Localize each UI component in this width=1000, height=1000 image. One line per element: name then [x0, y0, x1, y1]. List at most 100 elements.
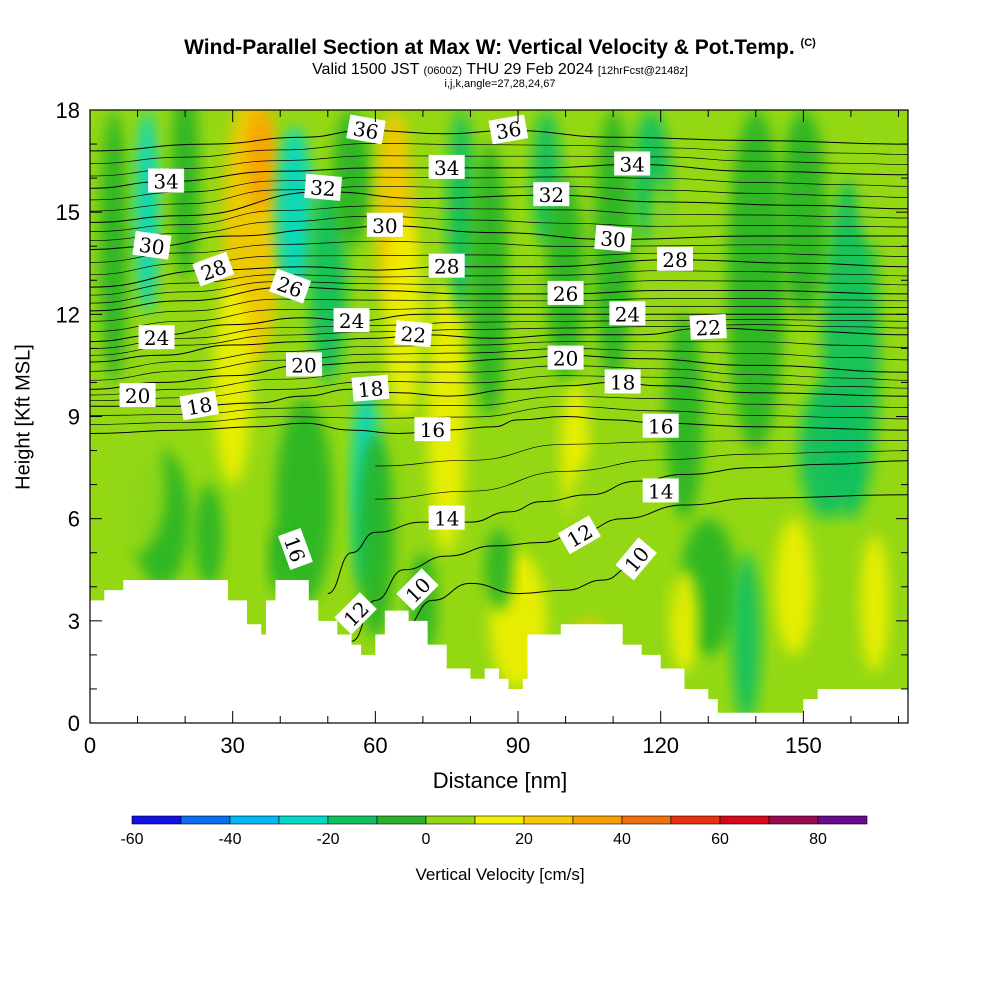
- contour-label-box: [346, 114, 386, 145]
- contour-label-20-22: 20: [547, 345, 584, 371]
- colorbar-tick-label: 80: [809, 831, 827, 848]
- contour-label-text: 20: [553, 347, 578, 371]
- velocity-shading-5: [213, 280, 252, 485]
- contour-label-text: 14: [648, 479, 673, 503]
- contour-label-34-2: 34: [148, 168, 185, 194]
- isentrope-minor-20-0.66: [90, 341, 908, 372]
- colorbar-swatch--30: [278, 815, 329, 825]
- contour-label-text: 22: [695, 315, 722, 340]
- contour-label-box: [414, 417, 451, 442]
- isentrope-minor-18-0.33: [90, 375, 908, 402]
- contour-label-box: [689, 314, 727, 340]
- y-tick-label: 6: [68, 507, 80, 532]
- colorbar-swatch--50: [180, 815, 231, 825]
- colorbar-label: Vertical Velocity [cm/s]: [415, 865, 585, 884]
- contour-label-box: [179, 390, 220, 421]
- isentrope-22: [90, 327, 908, 363]
- isentrope-18: [90, 381, 908, 407]
- contour-label-text: 30: [599, 226, 626, 252]
- contour-label-16-26: 16: [414, 417, 451, 442]
- contour-label-text: 16: [420, 418, 445, 442]
- contour-label-18-25: 18: [604, 369, 641, 394]
- contour-label-text: 24: [144, 326, 169, 350]
- contour-label-box: [334, 592, 377, 635]
- contour-label-32-5: 32: [304, 173, 343, 201]
- colorbar: -60 -40 -20 0 20 40 60 80: [120, 815, 868, 848]
- contour-label-box: [269, 268, 312, 304]
- contour-label-18-24: 18: [351, 374, 390, 402]
- contour-label-box: [286, 352, 323, 377]
- contour-label-30-9: 30: [594, 224, 633, 252]
- title-note: (C): [800, 37, 816, 49]
- x-tick-label: 30: [220, 733, 244, 758]
- contour-label-box: [119, 383, 156, 408]
- colorbar-tick-label: -20: [316, 831, 339, 848]
- isentrope-minor-16-0.66: [90, 395, 908, 416]
- isentrope-28: [90, 259, 908, 288]
- contour-label-box: [557, 515, 601, 555]
- isentrope-36: [90, 129, 908, 152]
- isentrope-minor-34-0.33: [90, 155, 908, 177]
- isentrope-minor-22-0.33: [90, 324, 908, 356]
- contour-label-22-18: 22: [394, 320, 433, 348]
- contour-label-text: 20: [291, 353, 316, 377]
- contour-label-24-15: 24: [138, 325, 175, 350]
- velocity-shading-43: [194, 484, 224, 587]
- isentrope-30: [90, 225, 908, 251]
- contour-label-14-30: 14: [642, 478, 679, 503]
- potential-temperature-contours: [90, 129, 908, 663]
- contour-label-text: 20: [125, 384, 150, 408]
- contour-label-text: 34: [434, 156, 459, 180]
- isentrope-minor-14-0.33: [375, 450, 908, 500]
- terrain-mask: [90, 579, 908, 723]
- contour-label-text: 28: [434, 255, 459, 279]
- velocity-shading-30: [109, 416, 167, 553]
- colorbar-swatch-70: [768, 815, 819, 825]
- isentrope-minor-14-0.66: [375, 440, 908, 467]
- contour-label-box: [396, 568, 439, 611]
- colorbar-swatch--10: [376, 815, 427, 825]
- terrain: [90, 579, 908, 723]
- velocity-shading-23: [665, 314, 704, 519]
- velocity-shading-8: [332, 110, 371, 247]
- contour-label-box: [351, 374, 390, 402]
- contour-label-box: [304, 173, 343, 201]
- contour-label-box: [148, 168, 185, 193]
- isentrope-minor-26-0.33: [90, 280, 908, 304]
- contour-label-30-8: 30: [366, 212, 403, 238]
- velocity-shading-18: [546, 178, 585, 383]
- colorbar-tick-label: 0: [422, 831, 431, 848]
- contour-label-28-12: 28: [656, 246, 693, 272]
- contour-label-box: [278, 527, 313, 570]
- colorbar-swatch-40: [621, 815, 672, 825]
- contour-label-30-7: 30: [132, 230, 172, 260]
- contour-label-text: 16: [648, 415, 673, 439]
- contour-label-box: [192, 251, 235, 287]
- isentrope-minor-30-0.33: [90, 215, 908, 241]
- colorbar-swatch-50: [670, 815, 721, 825]
- y-tick-label: 3: [68, 609, 80, 634]
- contour-label-text: 28: [662, 248, 687, 272]
- contour-label-box: [604, 369, 641, 394]
- contour-label-box: [642, 478, 679, 503]
- colorbar-swatch--20: [327, 815, 378, 825]
- velocity-shading-27: [855, 110, 894, 247]
- velocity-shading-41: [484, 528, 514, 611]
- isentrope-minor-26-0.66: [90, 270, 908, 296]
- velocity-shading-13: [427, 280, 466, 553]
- chart-title: Wind-Parallel Section at Max W: Vertical…: [184, 36, 816, 59]
- colorbar-swatch-30: [572, 815, 623, 825]
- velocity-shading-6: [275, 127, 314, 298]
- contour-label-20-20: 20: [119, 383, 156, 408]
- contour-label-20-21: 20: [286, 352, 323, 377]
- x-axis-label: Distance [nm]: [432, 768, 568, 793]
- contour-label-22-19: 22: [689, 314, 727, 341]
- contour-label-text: 30: [138, 233, 167, 260]
- contour-label-text: 34: [619, 152, 644, 176]
- isentrope-16: [90, 415, 908, 435]
- contour-label-box: [615, 537, 657, 581]
- isentrope-minor-32-0.66: [90, 176, 908, 201]
- contour-label-box: [366, 212, 403, 237]
